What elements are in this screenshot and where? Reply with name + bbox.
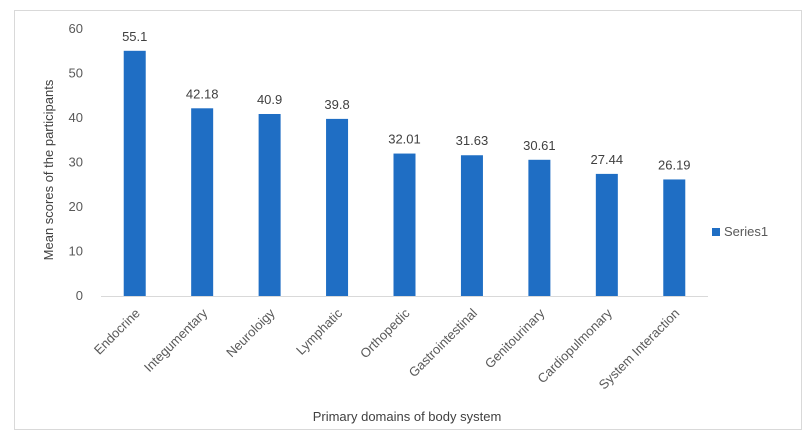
data-label: 32.01: [388, 132, 421, 147]
y-tick-label: 20: [69, 199, 83, 214]
bars-layer: [123, 50, 686, 297]
bar: [326, 118, 349, 296]
x-tick-label: Integumentary: [141, 305, 211, 375]
data-label: 31.63: [456, 133, 489, 148]
legend-swatch: [712, 228, 720, 236]
bar: [663, 179, 686, 296]
data-label: 39.8: [324, 97, 349, 112]
x-tick-label: Endocrine: [91, 306, 143, 358]
bar: [191, 108, 214, 296]
x-tick-label: Orthopedic: [357, 305, 413, 361]
x-axis-title: Primary domains of body system: [313, 409, 502, 424]
y-tick-label: 10: [69, 244, 83, 259]
y-tick-label: 30: [69, 155, 83, 170]
data-label: 40.9: [257, 92, 282, 107]
bar: [460, 155, 483, 296]
y-tick-label: 0: [76, 288, 83, 303]
x-tick-label: Neuroloigy: [223, 305, 278, 360]
bar: [528, 159, 551, 296]
data-label: 55.1: [122, 29, 147, 44]
x-tick-label: Lymphatic: [293, 305, 346, 358]
bar: [123, 50, 146, 297]
x-tick-label: Gastrointestinal: [406, 305, 481, 380]
bar: [595, 173, 618, 296]
data-label: 30.61: [523, 138, 556, 153]
axis-layer: 0 10 20 30 40 50 60: [69, 21, 708, 303]
bar: [258, 113, 281, 297]
y-tick-label: 50: [69, 66, 83, 81]
y-tick-label: 60: [69, 21, 83, 36]
bar: [393, 153, 416, 296]
data-label: 26.19: [658, 157, 691, 172]
y-tick-label: 40: [69, 110, 83, 125]
legend-label: Series1: [724, 224, 768, 239]
x-tick-label: Genitourinary: [482, 305, 548, 371]
data-label: 42.18: [186, 86, 219, 101]
data-label: 27.44: [591, 152, 624, 167]
y-axis-title: Mean scores of the participants: [41, 79, 56, 260]
legend: Series1: [712, 224, 768, 239]
